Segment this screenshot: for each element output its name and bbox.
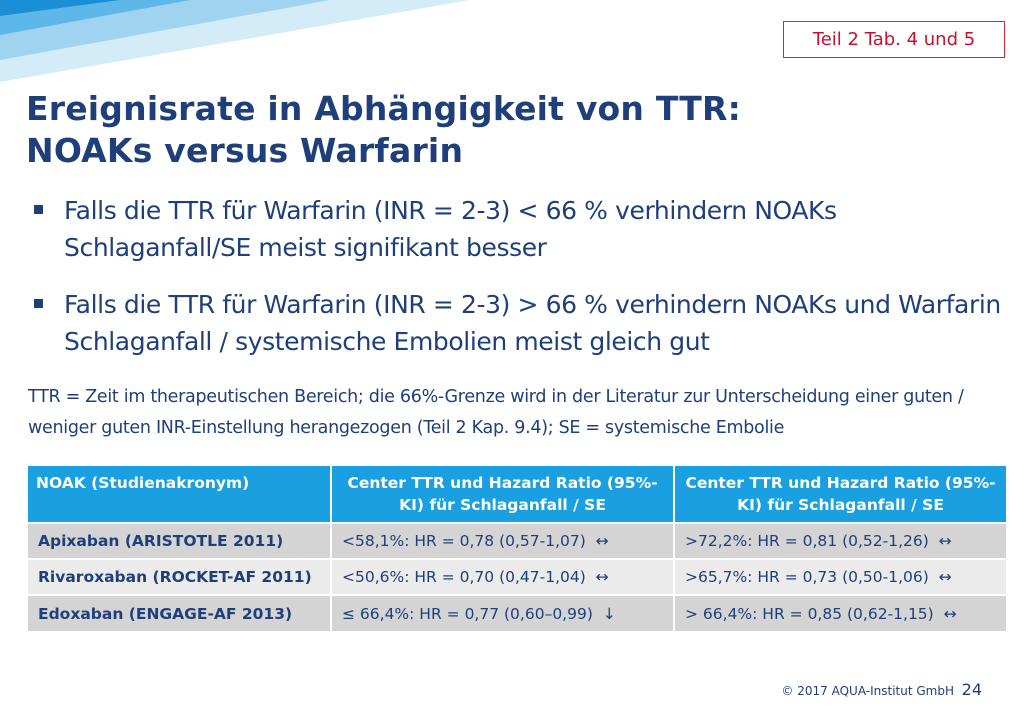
equal-effect-icon: ↔	[938, 532, 952, 550]
drug-cell: Edoxaban (ENGAGE-AF 2013)	[28, 594, 332, 631]
bullet-item: Falls die TTR für Warfarin (INR = 2-3) >…	[26, 286, 1006, 360]
equal-effect-icon: ↔	[595, 568, 609, 586]
decorative-waves	[0, 0, 470, 82]
results-table: NOAK (Studienakronym) Center TTR und Haz…	[28, 466, 1006, 631]
slide-title: Ereignisrate in Abhängigkeit von TTR: NO…	[26, 88, 741, 172]
definition-note: TTR = Zeit im therapeutischen Bereich; d…	[28, 387, 964, 438]
high-ttr-value: >65,7%: HR = 0,73 (0,50-1,06)	[685, 568, 929, 586]
high-ttr-value: > 66,4%: HR = 0,85 (0,62-1,15)	[685, 604, 934, 623]
bullet-list: Falls die TTR für Warfarin (INR = 2-3) <…	[26, 192, 1006, 380]
bullet-text: Falls die TTR für Warfarin (INR = 2-3) <…	[64, 196, 837, 262]
page-number: 24	[961, 680, 982, 699]
low-ttr-cell: <58,1%: HR = 0,78 (0,57-1,07) ↔	[331, 522, 675, 559]
title-line-2: NOAKs versus Warfarin	[26, 131, 464, 170]
low-ttr-value: <58,1%: HR = 0,78 (0,57-1,07)	[342, 532, 586, 550]
reference-label: Teil 2 Tab. 4 und 5	[783, 21, 1005, 58]
table-row: Rivaroxaban (ROCKET-AF 2011) <50,6%: HR …	[28, 558, 1006, 595]
copyright-footer: © 2017 AQUA-Institut GmbH	[781, 684, 954, 698]
high-ttr-value: >72,2%: HR = 0,81 (0,52-1,26)	[685, 532, 929, 550]
header-noak: NOAK (Studienakronym)	[28, 466, 332, 523]
header-ttr-low: Center TTR und Hazard Ratio (95%-KI) für…	[331, 466, 675, 523]
table-row: Edoxaban (ENGAGE-AF 2013) ≤ 66,4%: HR = …	[28, 594, 1006, 631]
header-ttr-high: Center TTR und Hazard Ratio (95%-KI) für…	[674, 466, 1006, 523]
equal-effect-icon: ↔	[943, 604, 957, 623]
bullet-text: Falls die TTR für Warfarin (INR = 2-3) >…	[64, 290, 1001, 356]
equal-effect-icon: ↔	[595, 532, 609, 550]
high-ttr-cell: >65,7%: HR = 0,73 (0,50-1,06) ↔	[674, 558, 1006, 595]
low-ttr-cell: <50,6%: HR = 0,70 (0,47-1,04) ↔	[331, 558, 675, 595]
drug-cell: Rivaroxaban (ROCKET-AF 2011)	[28, 558, 332, 595]
low-ttr-value: <50,6%: HR = 0,70 (0,47-1,04)	[342, 568, 586, 586]
drug-cell: Apixaban (ARISTOTLE 2011)	[28, 522, 332, 559]
high-ttr-cell: > 66,4%: HR = 0,85 (0,62-1,15) ↔	[674, 594, 1006, 631]
table-row: Apixaban (ARISTOTLE 2011) <58,1%: HR = 0…	[28, 522, 1006, 559]
down-arrow-icon: ↓	[602, 604, 616, 623]
low-ttr-cell: ≤ 66,4%: HR = 0,77 (0,60–0,99) ↓	[331, 594, 675, 631]
equal-effect-icon: ↔	[938, 568, 952, 586]
bullet-square-icon	[34, 205, 43, 214]
low-ttr-value: ≤ 66,4%: HR = 0,77 (0,60–0,99)	[342, 604, 593, 623]
title-line-1: Ereignisrate in Abhängigkeit von TTR:	[26, 89, 741, 128]
bullet-item: Falls die TTR für Warfarin (INR = 2-3) <…	[26, 192, 1006, 266]
high-ttr-cell: >72,2%: HR = 0,81 (0,52-1,26) ↔	[674, 522, 1006, 559]
table-header-row: NOAK (Studienakronym) Center TTR und Haz…	[28, 466, 1006, 523]
bullet-square-icon	[34, 299, 43, 308]
